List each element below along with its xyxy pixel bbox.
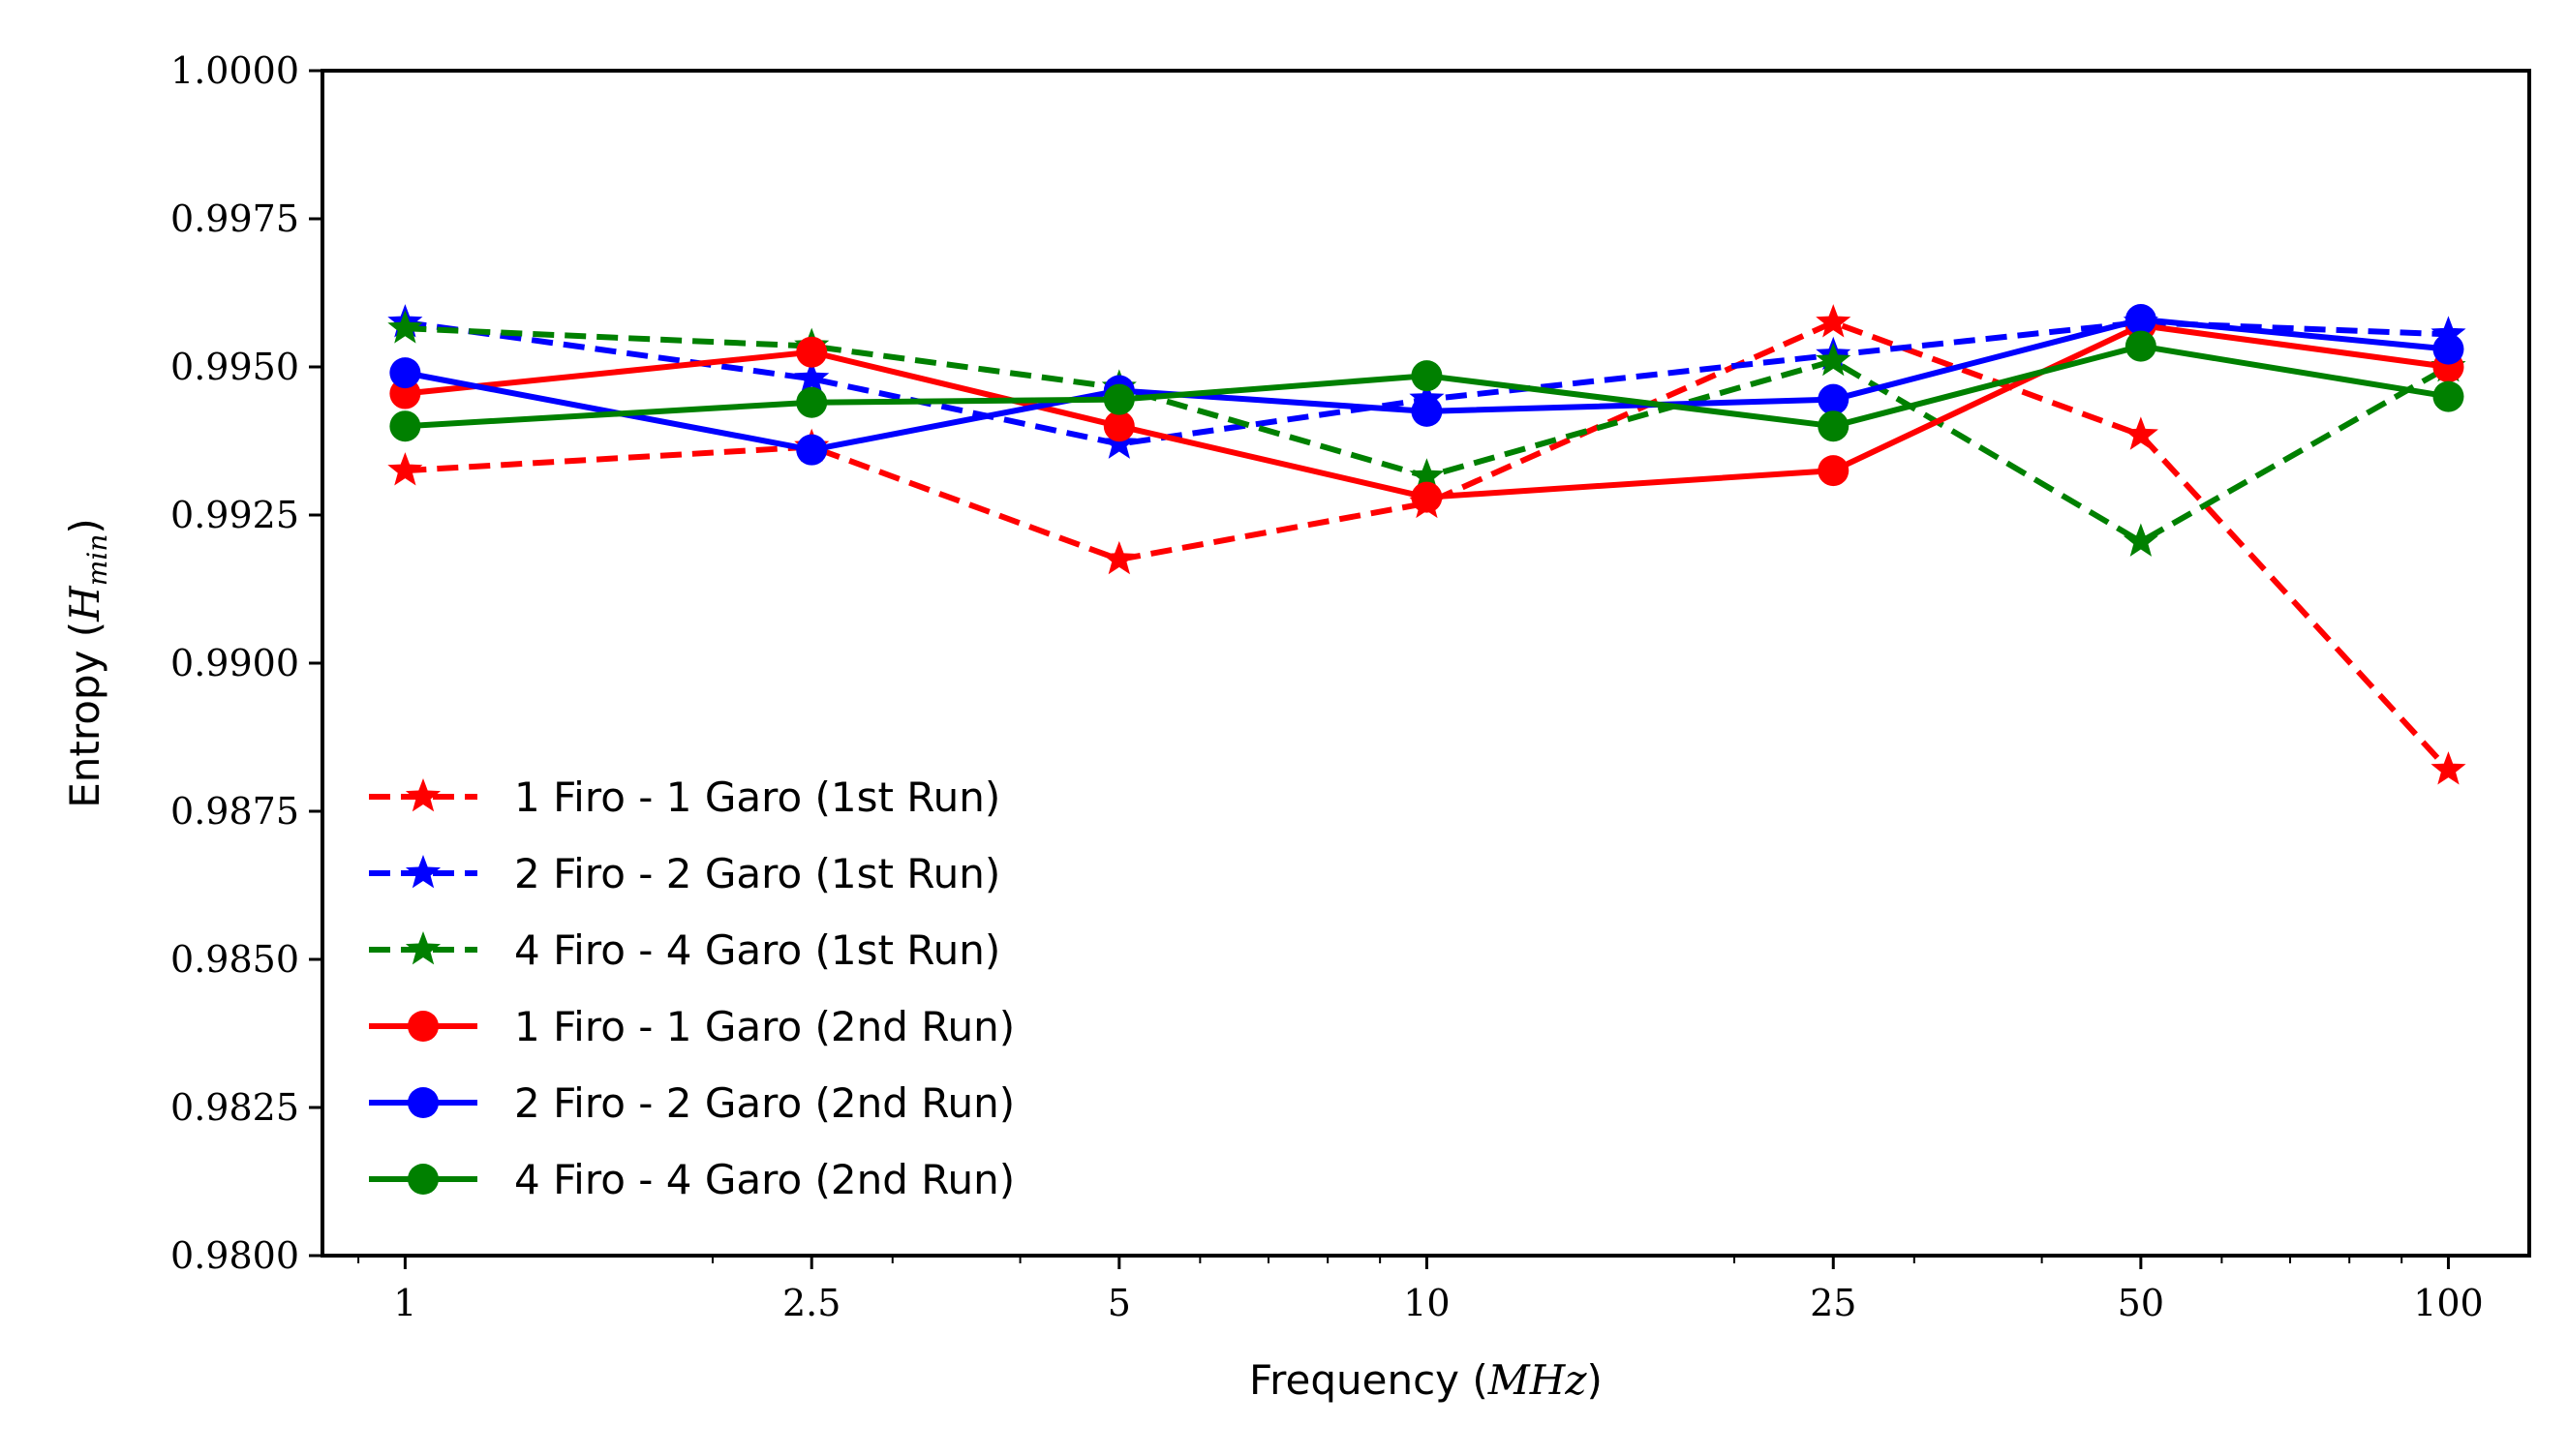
data-point xyxy=(796,386,828,418)
legend-label: 4 Firo - 4 Garo (1st Run) xyxy=(514,926,1000,974)
series-layer xyxy=(387,304,2466,785)
y-tick-label: 0.9975 xyxy=(170,197,299,240)
data-point xyxy=(796,336,828,368)
data-point xyxy=(2125,330,2156,362)
data-point xyxy=(1101,540,1137,575)
legend-item: 4 Firo - 4 Garo (2nd Run) xyxy=(369,1156,1015,1203)
data-point xyxy=(1411,395,1443,427)
legend-marker xyxy=(408,1087,439,1118)
data-point xyxy=(2125,304,2156,336)
data-point xyxy=(2432,380,2464,412)
data-point xyxy=(389,357,421,389)
x-axis-label: Frequency (MHz) xyxy=(1249,1356,1603,1404)
y-tick-label: 0.9825 xyxy=(170,1086,299,1129)
y-tick-label: 0.9925 xyxy=(170,494,299,536)
data-point xyxy=(2430,316,2466,349)
legend-item: 2 Firo - 2 Garo (2nd Run) xyxy=(369,1079,1015,1127)
data-point xyxy=(387,310,423,344)
y-tick-label: 0.9875 xyxy=(170,790,299,833)
data-point xyxy=(1103,383,1135,415)
data-point xyxy=(794,360,830,394)
legend-label: 4 Firo - 4 Garo (2nd Run) xyxy=(514,1156,1015,1203)
data-point xyxy=(1818,455,1850,487)
plot-area-frame xyxy=(321,69,2531,1258)
data-point xyxy=(1818,383,1850,415)
data-point xyxy=(2432,333,2464,365)
data-point xyxy=(1103,410,1135,442)
x-tick-label: 25 xyxy=(1810,1282,1856,1324)
data-point xyxy=(2123,523,2158,557)
series-6 xyxy=(389,330,2464,442)
y-tick-label: 0.9850 xyxy=(170,938,299,981)
legend-item: 1 Firo - 1 Garo (1st Run) xyxy=(369,774,1000,821)
y-axis-ticks: 0.9800 0.9825 0.9850 0.9875 0.9900 0.9925 0.99… xyxy=(170,49,322,1277)
legend-label: 1 Firo - 1 Garo (1st Run) xyxy=(514,774,1000,821)
y-tick-label: 1.0000 xyxy=(170,49,299,92)
x-axis-ticks: 1 2.5 5 10 25 50 100 xyxy=(357,1256,2484,1324)
legend: 1 Firo - 1 Garo (1st Run) 2 Firo - 2 Garo… xyxy=(369,774,1015,1203)
legend-item: 1 Firo - 1 Garo (2nd Run) xyxy=(369,1003,1015,1050)
legend-label: 2 Firo - 2 Garo (2nd Run) xyxy=(514,1079,1015,1127)
y-tick-label: 0.9950 xyxy=(170,346,299,388)
data-point xyxy=(1409,458,1445,492)
data-point xyxy=(1411,481,1443,513)
data-point xyxy=(1816,304,1851,338)
y-axis-label: Entropy (Hmin) xyxy=(61,518,113,808)
legend-item: 4 Firo - 4 Garo (1st Run) xyxy=(369,926,1000,974)
data-point xyxy=(1818,410,1850,442)
x-tick-label: 100 xyxy=(2413,1282,2484,1324)
x-tick-label: 5 xyxy=(1108,1282,1131,1324)
legend-label: 2 Firo - 2 Garo (1st Run) xyxy=(514,850,1000,897)
data-point xyxy=(796,434,828,466)
series-5 xyxy=(389,304,2464,466)
legend-item: 2 Firo - 2 Garo (1st Run) xyxy=(369,850,1000,897)
x-tick-label: 1 xyxy=(393,1282,416,1324)
data-point xyxy=(2123,416,2158,450)
x-tick-label: 2.5 xyxy=(782,1282,841,1324)
y-tick-label: 0.9900 xyxy=(170,642,299,684)
legend-marker xyxy=(408,1011,439,1042)
data-point xyxy=(1816,342,1851,377)
data-point xyxy=(389,410,421,442)
legend-label: 1 Firo - 1 Garo (2nd Run) xyxy=(514,1003,1015,1050)
legend-marker xyxy=(408,1164,439,1195)
y-tick-label: 0.9800 xyxy=(170,1234,299,1277)
x-tick-label: 50 xyxy=(2118,1282,2164,1324)
legend-marker xyxy=(405,931,442,965)
legend-marker xyxy=(405,778,442,812)
legend-marker xyxy=(405,855,442,889)
data-point xyxy=(387,452,423,486)
data-point xyxy=(2430,751,2466,785)
data-point xyxy=(1101,425,1137,459)
data-point xyxy=(1411,360,1443,392)
x-tick-label: 10 xyxy=(1403,1282,1450,1324)
